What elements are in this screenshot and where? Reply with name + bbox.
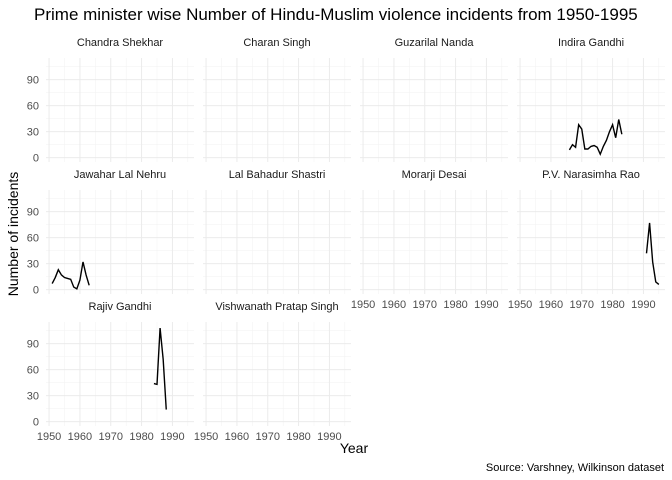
y-tick-label: 60 [27, 365, 39, 377]
series-line [568, 119, 623, 157]
y-axis-title: Number of incidents [5, 172, 21, 297]
series-line [153, 328, 167, 410]
x-tick-label: 1980 [443, 299, 467, 311]
x-tick-label: 1990 [474, 299, 498, 311]
chart-caption: Source: Varshney, Wilkinson dataset [486, 462, 664, 474]
facet-strip-label: Guzarilal Nanda [395, 37, 475, 49]
y-tick-label: 90 [27, 207, 39, 219]
facet-panel: Chandra Shekhar 0 30 60 90 [27, 37, 194, 165]
y-tick-label: 90 [27, 75, 39, 87]
x-tick-label: 1980 [129, 431, 153, 443]
facet-panel: P.V. Narasimha Rao 1950 1960 1970 1980 1990 [508, 169, 665, 311]
facet-strip-label: Vishwanath Pratap Singh [215, 301, 338, 313]
y-tick-label: 30 [27, 127, 39, 139]
facet-panel: Charan Singh [203, 37, 351, 162]
facet-strip-label: Rajiv Gandhi [89, 301, 152, 313]
y-tick-label: 60 [27, 101, 39, 113]
y-tick-label: 30 [27, 259, 39, 271]
y-tick-label: 0 [33, 285, 39, 297]
facet-strip-label: Indira Gandhi [558, 37, 624, 49]
x-tick-label: 1990 [631, 299, 655, 311]
x-tick-label: 1950 [351, 299, 375, 311]
facet-strip-label: Chandra Shekhar [77, 37, 164, 49]
facet-panel: Rajiv Gandhi 0 30 60 90 1950 1960 1970 1980 1990 [27, 301, 194, 443]
x-tick-label: 1970 [570, 299, 594, 311]
x-tick-label: 1970 [99, 431, 123, 443]
y-tick-label: 60 [27, 233, 39, 245]
x-tick-label: 1950 [37, 431, 61, 443]
y-tick-label: 0 [33, 417, 39, 429]
facet-panel: Lal Bahadur Shastri [203, 169, 351, 294]
facet-strip-label: P.V. Narasimha Rao [542, 169, 640, 181]
facet-strip-label: Jawahar Lal Nehru [74, 169, 166, 181]
y-tick-label: 90 [27, 339, 39, 351]
x-tick-label: 1990 [160, 431, 184, 443]
facet-panel: Morarji Desai 1950 1960 1970 1980 1990 [351, 169, 508, 311]
x-tick-label: 1980 [286, 431, 310, 443]
facet-strip-label: Lal Bahadur Shastri [229, 169, 326, 181]
x-tick-label: 1960 [68, 431, 92, 443]
series-line [51, 261, 90, 290]
chart-title: Prime minister wise Number of Hindu-Musl… [34, 5, 638, 24]
facet-strip-label: Morarji Desai [402, 169, 467, 181]
x-tick-label: 1960 [382, 299, 406, 311]
x-tick-label: 1960 [225, 431, 249, 443]
y-tick-label: 30 [27, 391, 39, 403]
x-tick-label: 1980 [600, 299, 624, 311]
facet-panel: Indira Gandhi [517, 37, 665, 162]
x-tick-label: 1990 [317, 431, 341, 443]
x-axis-title: Year [340, 440, 369, 456]
x-tick-label: 1950 [508, 299, 532, 311]
x-tick-label: 1960 [539, 299, 563, 311]
facet-panel: Jawahar Lal Nehru 0 30 60 90 [27, 169, 194, 297]
y-tick-label: 0 [33, 153, 39, 165]
facet-strip-label: Charan Singh [243, 37, 310, 49]
x-tick-label: 1970 [413, 299, 437, 311]
x-tick-label: 1950 [194, 431, 218, 443]
series-line [645, 222, 660, 286]
facet-panel: Vishwanath Pratap Singh 1950 1960 1970 1980 1… [194, 301, 351, 443]
x-tick-label: 1970 [256, 431, 280, 443]
facet-panels: Chandra Shekhar 0 30 60 90 Charan Singh Guzari… [27, 37, 665, 443]
facet-panel: Guzarilal Nanda [360, 37, 508, 162]
